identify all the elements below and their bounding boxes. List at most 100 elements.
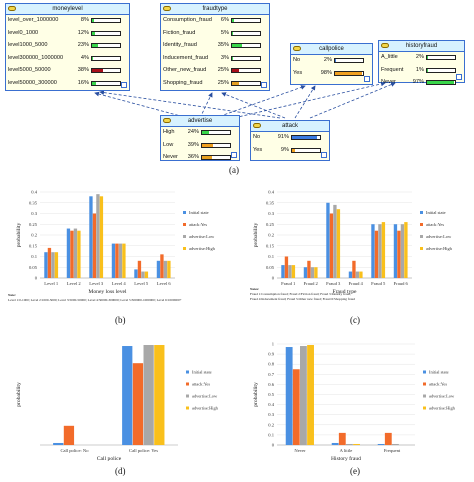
node-state-label: A_little <box>381 54 398 60</box>
x-tick-label: Level 2 <box>67 281 82 286</box>
bar-advertise-high <box>314 267 318 278</box>
legend-entry: advertise:High <box>189 246 216 251</box>
legend-entry: Initial state <box>426 210 446 215</box>
node-icon <box>8 6 16 11</box>
node-state-bar-fill <box>92 69 103 72</box>
y-tick-label: 0.7 <box>268 372 274 377</box>
y-tick-label: 0 <box>272 443 275 448</box>
edge-attack-historyfraud <box>309 82 396 119</box>
node-state-bar-fill <box>232 19 234 22</box>
x-tick-label: Fraud 3 <box>326 281 341 286</box>
legend-swatch <box>186 406 189 410</box>
bar-initial-state <box>122 346 133 445</box>
bar-initial-state <box>53 442 64 445</box>
node-header[interactable]: moneylevel <box>6 4 129 15</box>
bar-advertise-high <box>404 222 408 278</box>
node-state-label: level0_1000 <box>8 29 39 36</box>
bar-attack-yes <box>352 260 356 278</box>
y-tick-label: 0.35 <box>266 200 275 205</box>
bar-advertise-high <box>122 243 126 278</box>
node-checkbox[interactable] <box>261 82 267 88</box>
notes-c-line-1: Fraud 1:Consumption fraud; Fraud 2:Ficti… <box>250 292 352 296</box>
node-checkbox[interactable] <box>321 152 327 158</box>
x-tick-label: Never <box>294 448 306 453</box>
panel-label-c: (c) <box>350 315 360 325</box>
node-state-bar-fill <box>292 136 318 139</box>
y-tick-label: 0.1 <box>268 432 274 437</box>
node-icon <box>293 46 301 51</box>
node-title: advertise <box>187 118 213 124</box>
y-axis-label: probability <box>253 223 259 248</box>
node-advertise[interactable]: advertise High 24% Low 39% Never 36% <box>160 115 240 161</box>
bar-attack-yes <box>397 230 401 278</box>
node-icon <box>381 43 389 48</box>
node-state-label: No <box>293 57 301 63</box>
node-state-bar <box>201 155 231 160</box>
node-state-bar <box>91 43 121 48</box>
legend-entry: advertise:Low <box>189 234 215 239</box>
node-state-label: level300000_1000000 <box>8 54 64 61</box>
bar-attack-yes <box>160 254 164 278</box>
legend-entry: advertise:Low <box>426 234 452 239</box>
bar-advertise-high <box>144 271 149 278</box>
bar-attack-yes <box>384 432 392 445</box>
node-header[interactable]: historyfraud <box>379 41 464 52</box>
node-checkbox[interactable] <box>456 74 462 80</box>
edge-attack-fraudtype <box>221 92 286 119</box>
bar-advertise-high <box>291 265 296 278</box>
bar-attack-yes <box>284 256 289 278</box>
bar-advertise-low <box>51 252 55 278</box>
x-axis-label: Call police <box>97 456 122 462</box>
legend-entry: advertise:Low <box>192 394 218 399</box>
y-tick-label: 1 <box>272 342 275 347</box>
bar-advertise-low <box>346 443 353 445</box>
node-header[interactable]: advertise <box>161 116 239 127</box>
bar-initial-state <box>331 442 339 445</box>
y-axis-label: probability <box>16 223 22 248</box>
y-tick-label: 0.05 <box>29 265 38 270</box>
y-tick-label: 0.25 <box>29 222 38 227</box>
legend-swatch <box>420 247 423 250</box>
node-header[interactable]: callpolice <box>291 44 372 55</box>
node-state-bar-fill <box>92 31 96 35</box>
y-tick-label: 0.2 <box>31 233 37 238</box>
legend-entry: Initial state <box>189 210 209 215</box>
bar-initial-state <box>303 267 308 278</box>
x-tick-label: Fraud 5 <box>371 281 386 286</box>
node-checkbox[interactable] <box>121 82 127 88</box>
node-checkbox[interactable] <box>364 76 370 82</box>
node-state-percent: 39% <box>187 141 199 148</box>
node-state-bar-fill <box>202 131 209 134</box>
edge-advertise-moneylevel <box>94 91 189 119</box>
y-tick-label: 0.2 <box>268 233 274 238</box>
notes-c: Notes: Fraud 1:Consumption fraud; Fraud … <box>250 287 355 302</box>
y-tick-label: 0.15 <box>29 243 38 248</box>
bar-initial-state <box>281 265 285 278</box>
bar-advertise-low <box>118 243 123 278</box>
node-state-bar <box>91 68 121 73</box>
legend-swatch <box>183 247 186 250</box>
bar-initial-state <box>111 243 116 278</box>
bar-advertise-low <box>143 345 154 445</box>
node-state-percent: 98% <box>320 69 332 76</box>
node-attack[interactable]: attack No 91% Yes 9% <box>250 120 330 161</box>
node-historyfraud[interactable]: historyfraud A_little 2% Frequent 1% Never 97% <box>378 40 465 85</box>
bar-advertise-high <box>154 345 165 445</box>
chart-d: Call police: No Call police: Yes Call poli… <box>16 345 219 462</box>
node-state-label: No <box>253 134 261 140</box>
bar-advertise-high <box>54 252 59 278</box>
legend-swatch <box>420 235 423 238</box>
node-header[interactable]: attack <box>251 121 329 132</box>
legend-swatch <box>183 211 186 214</box>
bar-initial-state <box>348 271 353 278</box>
bar-attack-yes <box>132 363 144 445</box>
node-moneylevel[interactable]: moneylevel level_over_1000000 8% level0_100… <box>5 3 130 91</box>
bar-advertise-high <box>336 209 341 278</box>
bar-initial-state <box>377 443 385 445</box>
node-checkbox[interactable] <box>231 152 237 158</box>
node-fraudtype[interactable]: fraudtype Consumption_fraud 6% Fiction_frau… <box>160 3 270 91</box>
node-callpolice[interactable]: callpolice No 2% Yes 98% <box>290 43 373 85</box>
node-header[interactable]: fraudtype <box>161 4 269 15</box>
bar-advertise-low <box>141 271 145 278</box>
node-state-bar <box>231 30 261 36</box>
